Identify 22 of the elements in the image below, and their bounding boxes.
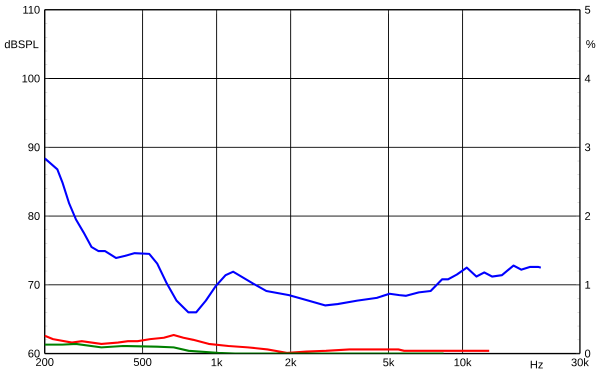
y2-axis-title: % <box>586 40 596 48</box>
x-tick-label: 200 <box>36 358 54 366</box>
y-tick-label: 110 <box>23 6 40 14</box>
y-tick-label: 90 <box>28 143 40 152</box>
y2-tick-label: 4 <box>584 74 590 82</box>
y-tick-label: 70 <box>28 280 40 289</box>
y-tick-label: 100 <box>22 74 40 82</box>
x-tick-label: 500 <box>134 358 152 366</box>
x-tick-label: 5k <box>383 358 394 366</box>
y2-tick-label: 3 <box>584 143 590 152</box>
x-tick-label: 1k <box>212 358 222 366</box>
y-tick-label: 60 <box>28 350 40 358</box>
y2-tick-label: 2 <box>585 212 590 220</box>
y2-tick-label: 0 <box>584 350 590 358</box>
x-tick-label: 30k <box>571 358 589 366</box>
y-axis-title: dBSPL <box>4 40 38 48</box>
x-tick-label: 10k <box>454 358 472 366</box>
y2-tick-label: 5 <box>584 6 590 14</box>
y-tick-label: 80 <box>28 212 40 220</box>
x-axis-title: Hz <box>530 360 543 368</box>
x-tick-label: 2k <box>285 358 297 366</box>
y2-tick-label: 1 <box>585 281 590 289</box>
